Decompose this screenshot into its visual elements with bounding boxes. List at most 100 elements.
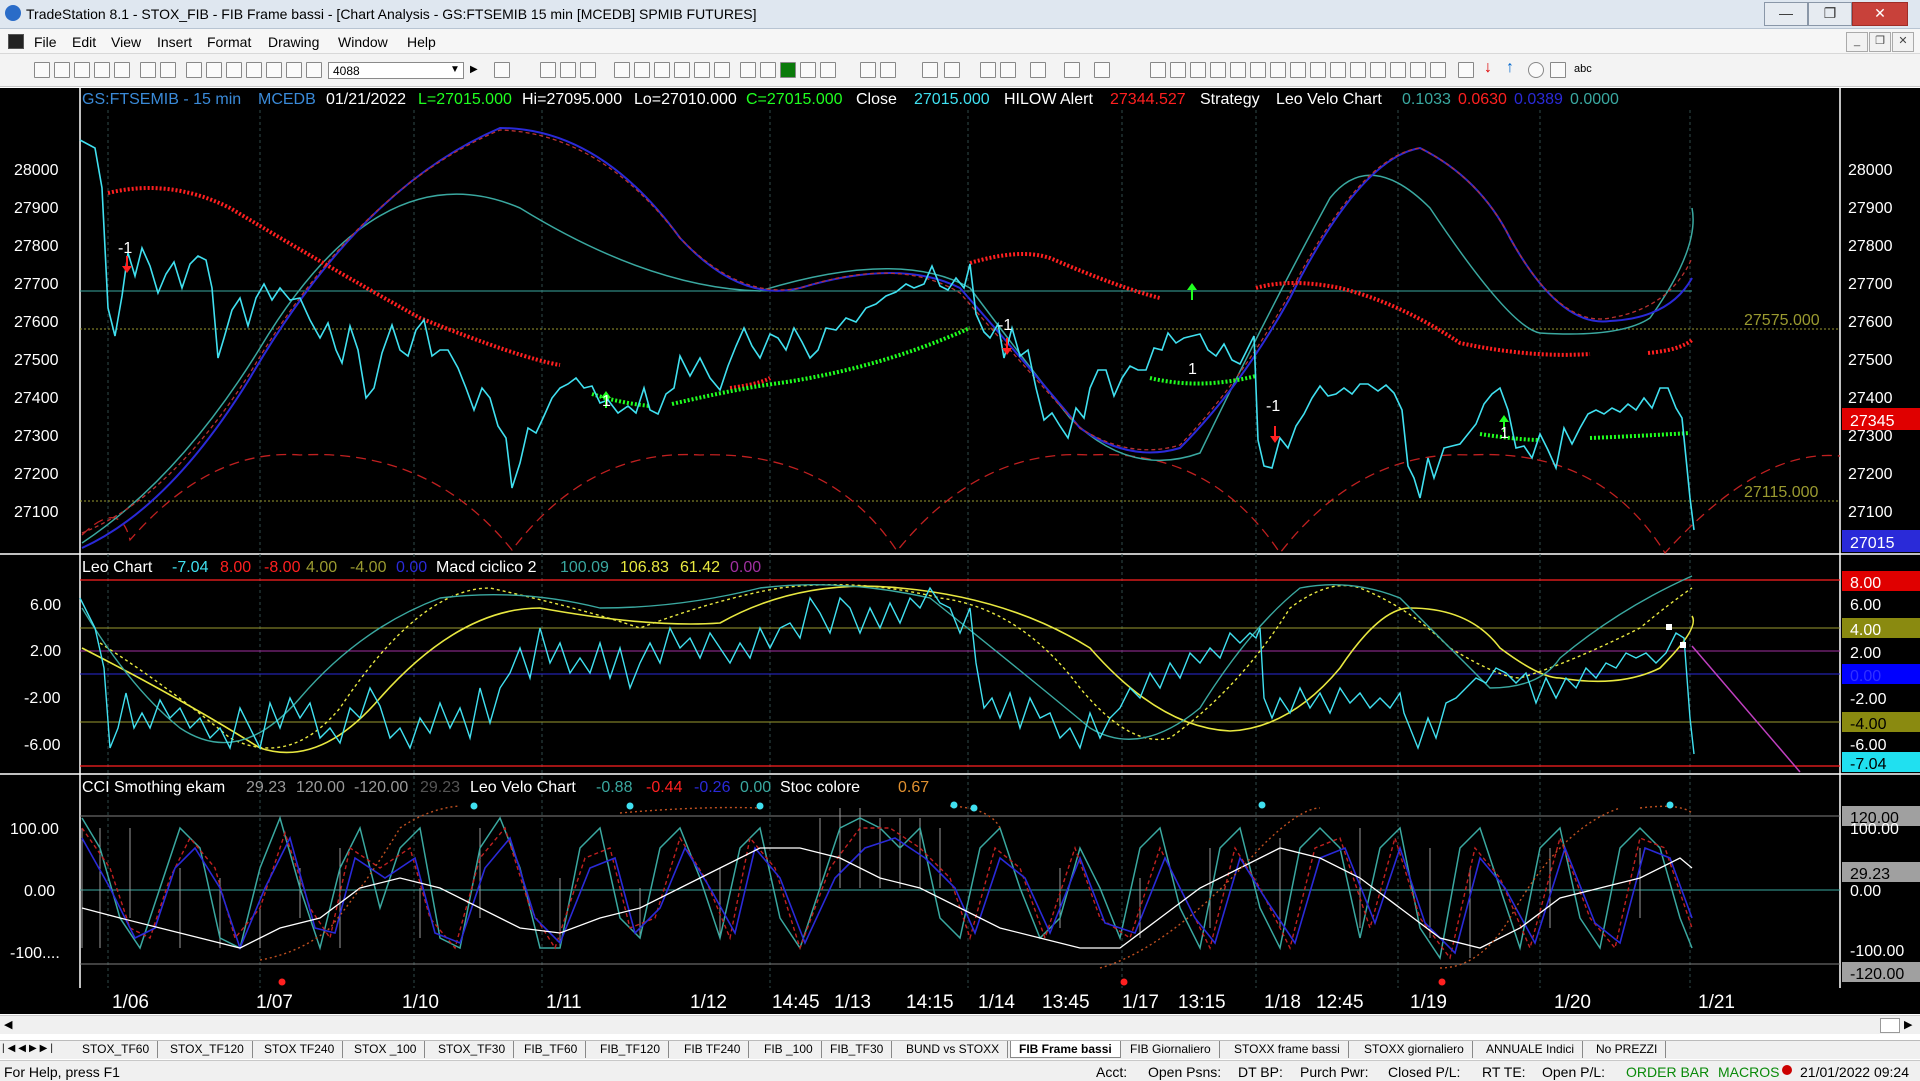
print-icon[interactable] — [140, 62, 156, 78]
tab-stox-tf120[interactable]: STOX_TF120 — [162, 1041, 253, 1058]
minimize-button[interactable]: — — [1764, 2, 1808, 26]
channel-icon[interactable] — [1250, 62, 1266, 78]
menu-edit[interactable]: Edit — [72, 34, 97, 50]
text-icon[interactable]: abc — [1574, 63, 1592, 75]
fib-fan-icon[interactable] — [1310, 62, 1326, 78]
menu-help[interactable]: Help — [407, 34, 436, 50]
alert-icon[interactable] — [740, 62, 756, 78]
earth-icon[interactable] — [286, 62, 302, 78]
chart-settings-icon[interactable] — [1064, 62, 1080, 78]
vertical-lines-icon[interactable] — [1170, 62, 1186, 78]
menu-format[interactable]: Format — [207, 34, 252, 50]
bars-icon[interactable] — [800, 62, 816, 78]
tab-fib-tf30[interactable]: FIB_TF30 — [822, 1041, 893, 1058]
horizontal-line-icon[interactable] — [1350, 62, 1366, 78]
data-window-icon[interactable] — [560, 62, 576, 78]
tab-stox-tf30[interactable]: STOX_TF30 — [430, 1041, 515, 1058]
compress-icon[interactable] — [860, 62, 876, 78]
folder-icon[interactable] — [94, 62, 110, 78]
order-bar-button[interactable]: ORDER BAR — [1626, 1064, 1710, 1080]
macros-button[interactable]: MACROS — [1718, 1064, 1780, 1080]
chart-type-icon[interactable] — [540, 62, 556, 78]
arrow-down-icon[interactable]: ↓ — [1484, 59, 1492, 76]
menu-file[interactable]: File — [34, 34, 57, 50]
indicator-icon[interactable] — [654, 62, 670, 78]
tab-fib-tf60[interactable]: FIB_TF60 — [516, 1041, 587, 1058]
tab-no-prezzi[interactable]: No PREZZI — [1588, 1041, 1667, 1058]
open-icon[interactable] — [54, 62, 70, 78]
folder-save-icon[interactable] — [114, 62, 130, 78]
scroll-left-icon[interactable]: ◀ — [4, 1019, 13, 1031]
zoom-out-icon[interactable] — [944, 62, 960, 78]
tab-stoxx-frame-bassi[interactable]: STOXX frame bassi — [1226, 1041, 1349, 1058]
lock-icon[interactable] — [246, 62, 262, 78]
window-icon[interactable] — [186, 62, 202, 78]
tab-bund-vs-stoxx[interactable]: BUND vs STOXX — [898, 1041, 1009, 1058]
rectangle-icon[interactable] — [1550, 62, 1566, 78]
chart-area[interactable]: -1 -1 -1 1 1 1 GS:FTSEMIB - 15 min MCEDB… — [0, 88, 1920, 990]
arc-icon[interactable] — [1390, 62, 1406, 78]
play-icon[interactable]: ▶ — [470, 64, 478, 75]
close-button[interactable]: ✕ — [1852, 2, 1908, 26]
print-preview-icon[interactable] — [160, 62, 176, 78]
symbol-icon[interactable] — [306, 62, 322, 78]
ellipse-icon[interactable] — [1528, 62, 1544, 78]
menu-drawing[interactable]: Drawing — [268, 34, 320, 50]
find-icon[interactable] — [494, 62, 510, 78]
tab-fib-100[interactable]: FIB _100 — [756, 1041, 822, 1058]
tab-fib-tf240[interactable]: FIB TF240 — [676, 1041, 750, 1058]
green-box-icon[interactable] — [780, 62, 796, 78]
format-icon[interactable] — [580, 62, 596, 78]
expand-icon[interactable] — [880, 62, 896, 78]
scroll-thumb[interactable] — [1880, 1018, 1900, 1033]
tools-icon[interactable] — [1030, 62, 1046, 78]
mdi-restore-button[interactable]: ❐ — [1869, 32, 1891, 52]
curve-icon[interactable] — [1458, 62, 1474, 78]
tab-stox-tf60[interactable]: STOX_TF60 — [74, 1041, 159, 1058]
horizontal-scrollbar[interactable]: ◀ ▶ — [0, 1015, 1920, 1034]
menu-insert[interactable]: Insert — [157, 34, 193, 50]
mdi-minimize-button[interactable]: _ — [1846, 32, 1868, 52]
line-chart-icon[interactable] — [634, 62, 650, 78]
matrix-icon[interactable] — [694, 62, 710, 78]
palette-icon[interactable] — [266, 62, 282, 78]
radar-icon[interactable] — [714, 62, 730, 78]
tab-fib-giornaliero[interactable]: FIB Giornaliero — [1122, 1041, 1220, 1058]
menu-window[interactable]: Window — [338, 34, 388, 50]
gann-fan-icon[interactable] — [1370, 62, 1386, 78]
bar-chart-icon[interactable] — [614, 62, 630, 78]
symbol-input[interactable]: 4088 — [328, 62, 464, 79]
scan-icon[interactable] — [760, 62, 776, 78]
arrow-up-icon[interactable]: ↑ — [1506, 59, 1514, 76]
tab-fib-frame-bassi[interactable]: FIB Frame bassi — [1010, 1041, 1121, 1058]
tab-annuale-indici[interactable]: ANNUALE Indici — [1478, 1041, 1584, 1058]
tab-stox-100[interactable]: STOX _100 — [346, 1041, 426, 1058]
parallel-icon[interactable] — [1330, 62, 1346, 78]
bar-icon[interactable] — [1190, 62, 1206, 78]
candle-icon[interactable] — [820, 62, 836, 78]
cascade-icon[interactable] — [226, 62, 242, 78]
scroll-right-icon[interactable]: ▶ — [1904, 1019, 1913, 1031]
horizontal-lines-icon[interactable] — [1210, 62, 1226, 78]
speed-lines-icon[interactable] — [1230, 62, 1246, 78]
pointer-icon[interactable] — [980, 62, 996, 78]
chevron-down-icon[interactable]: ▼ — [450, 64, 460, 75]
strategy-icon[interactable] — [674, 62, 690, 78]
tile-icon[interactable] — [206, 62, 222, 78]
fib-icon[interactable] — [1150, 62, 1166, 78]
save-icon[interactable] — [74, 62, 90, 78]
maximize-button[interactable]: ❐ — [1808, 2, 1852, 26]
tab-stox-tf240[interactable]: STOX TF240 — [256, 1041, 344, 1058]
pencil-icon[interactable] — [1430, 62, 1446, 78]
tab-stoxx-giornaliero[interactable]: STOXX giornaliero — [1356, 1041, 1473, 1058]
andrews-icon[interactable] — [1290, 62, 1306, 78]
zoom-in-icon[interactable] — [922, 62, 938, 78]
crosshair-icon[interactable] — [1000, 62, 1016, 78]
menu-view[interactable]: View — [111, 34, 142, 50]
blank-icon[interactable] — [1094, 62, 1110, 78]
mdi-close-button[interactable]: ✕ — [1892, 32, 1914, 52]
trendline-icon[interactable] — [1270, 62, 1286, 78]
tab-nav-buttons[interactable]: |◀◀▶▶| — [2, 1043, 56, 1054]
cycle-icon[interactable] — [1410, 62, 1426, 78]
new-icon[interactable] — [34, 62, 50, 78]
